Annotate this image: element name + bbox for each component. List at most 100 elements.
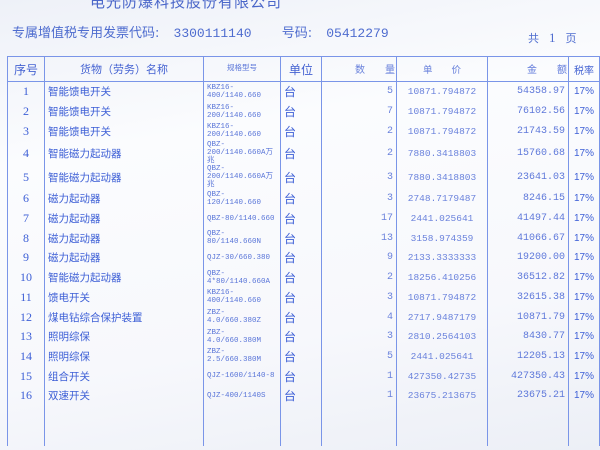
table-row: 13 照明综保 ZBZ-4.0/660.380M 台 3 2810.2564103 8430…: [7, 326, 600, 347]
column-header-price: 单 价: [396, 56, 488, 82]
table-row: 15 组合开关 QJZ-1600/1140-8 台 1 427350.42735 42735…: [7, 366, 600, 386]
cell-tax: 17%: [568, 287, 600, 308]
invoice-code: 3300111140: [173, 26, 252, 41]
column-header-qty: 数 量: [321, 56, 397, 82]
cell-seq: 2: [7, 101, 45, 122]
cell-seq: 12: [7, 307, 45, 327]
cell-tax: 17%: [568, 101, 600, 122]
cell-price: 2441.025641: [396, 208, 488, 229]
cell-amount: 15760.68: [487, 141, 569, 166]
cell-name: 磁力起动器: [44, 248, 204, 268]
cell-unit: 台: [280, 228, 322, 249]
table-row: 3 智能馈电开关 KBZ16-200/1140.660 台 2 10871.794872 2…: [7, 121, 600, 142]
cell-amount: 427350.43: [487, 366, 569, 386]
cell-name: 磁力起动器: [44, 228, 204, 249]
table-row: 6 磁力起动器 QBZ-120/1140.660 台 3 2748.7179487 8246…: [7, 189, 600, 209]
cell-spec: KBZ16-400/1140.660: [203, 287, 281, 308]
table-row: 12 煤电钻综合保护装置 ZBZ-4.0/660.380Z 台 4 2717.948717…: [7, 307, 600, 327]
invoice-code-label: 专属增值税专用发票代码:: [12, 26, 160, 41]
cell-tax: 17%: [568, 326, 600, 347]
cell-tax: 17%: [568, 267, 600, 288]
table-row: 9 磁力起动器 QJZ-30/660.380 台 9 2133.3333333 19200.…: [7, 248, 600, 268]
cell-seq: 4: [7, 141, 45, 166]
table-header: 序号 货物（劳务）名称 规格型号 单位数 量单 价金 额税率: [7, 56, 600, 82]
cell-price: 23675.213675: [396, 385, 488, 406]
cell-qty: 2: [321, 141, 397, 166]
table-row: 2 智能馈电开关 KBZ16-200/1140.660 台 7 10871.794872 7…: [7, 101, 600, 122]
cell-name: 组合开关: [44, 366, 204, 386]
table-row: 11 馈电开关 KBZ16-400/1140.660 台 3 10871.794872 32…: [7, 287, 600, 308]
cell-qty: 1: [321, 366, 397, 386]
empty-cell: [44, 405, 204, 446]
cell-qty: 7: [321, 101, 397, 122]
cell-spec: QJZ-400/1140S: [203, 385, 281, 406]
cell-seq: 5: [7, 165, 45, 190]
cell-amount: 19200.00: [487, 248, 569, 268]
cell-name: 双速开关: [44, 385, 204, 406]
cell-seq: 3: [7, 121, 45, 142]
cell-spec: QJZ-1600/1140-8: [203, 366, 281, 386]
cell-price: 18256.410256: [396, 267, 488, 288]
invoice-number: 05412279: [326, 26, 389, 41]
cell-tax: 17%: [568, 248, 600, 268]
cell-amount: 41066.67: [487, 228, 569, 249]
cell-unit: 台: [280, 121, 322, 142]
cell-name: 磁力起动器: [44, 208, 204, 229]
cell-seq: 14: [7, 346, 45, 367]
cell-amount: 32615.38: [487, 287, 569, 308]
cell-price: 2748.7179487: [396, 189, 488, 209]
empty-cell: [321, 405, 397, 446]
cell-price: 10871.794872: [396, 287, 488, 308]
cell-unit: 台: [280, 81, 322, 102]
cell-spec: QBZ-80/1140.660: [203, 208, 281, 229]
cell-seq: 13: [7, 326, 45, 347]
cell-name: 智能磁力起动器: [44, 141, 204, 166]
cell-spec: ZBZ-2.5/660.380M: [203, 346, 281, 367]
cell-price: 2810.2564103: [396, 326, 488, 347]
cell-unit: 台: [280, 208, 322, 229]
cell-spec: QBZ-200/1140.660A万兆: [203, 165, 281, 190]
cell-spec: QBZ-120/1140.660: [203, 189, 281, 209]
cell-spec: QBZ-80/1140.660N: [203, 228, 281, 249]
cell-spec: QBZ-200/1140.660A万兆: [203, 141, 281, 166]
cell-amount: 41497.44: [487, 208, 569, 229]
column-header-amount: 金 额: [487, 56, 569, 82]
cell-qty: 2: [321, 121, 397, 142]
cell-amount: 23675.21: [487, 385, 569, 406]
cell-qty: 9: [321, 248, 397, 268]
cell-tax: 17%: [568, 189, 600, 209]
empty-cell: [203, 405, 281, 446]
cell-unit: 台: [280, 346, 322, 367]
cell-qty: 3: [321, 189, 397, 209]
cell-tax: 17%: [568, 165, 600, 190]
cell-spec: QJZ-30/660.380: [203, 248, 281, 268]
cell-seq: 8: [7, 228, 45, 249]
cell-seq: 15: [7, 366, 45, 386]
cell-unit: 台: [280, 165, 322, 190]
cell-name: 照明综保: [44, 346, 204, 367]
cell-price: 3158.974359: [396, 228, 488, 249]
pages-suffix: 页: [565, 32, 577, 45]
cell-unit: 台: [280, 366, 322, 386]
empty-cell: [7, 405, 45, 446]
table-row: 7 磁力起动器 QBZ-80/1140.660 台 17 2441.025641 41497…: [7, 208, 600, 229]
table-row: 8 磁力起动器 QBZ-80/1140.660N 台 13 3158.974359 4106…: [7, 228, 600, 249]
cell-price: 2133.3333333: [396, 248, 488, 268]
cell-amount: 12205.13: [487, 346, 569, 367]
cell-qty: 3: [321, 326, 397, 347]
cell-price: 2717.9487179: [396, 307, 488, 327]
cell-qty: 5: [321, 346, 397, 367]
cell-spec: QBZ-4*80/1140.660A: [203, 267, 281, 288]
cell-tax: 17%: [568, 81, 600, 102]
cell-name: 煤电钻综合保护装置: [44, 307, 204, 327]
cell-unit: 台: [280, 385, 322, 406]
pages-prefix: 共: [528, 32, 539, 45]
cell-name: 智能馈电开关: [44, 101, 204, 122]
invoice-code-line: 专属增值税专用发票代码: 3300111140 号码: 05412279: [12, 22, 415, 41]
cell-tax: 17%: [568, 346, 600, 367]
cell-seq: 1: [7, 81, 45, 102]
cell-price: 7880.3418803: [396, 141, 488, 166]
cell-amount: 54358.97: [487, 81, 569, 102]
cell-qty: 17: [321, 208, 397, 229]
